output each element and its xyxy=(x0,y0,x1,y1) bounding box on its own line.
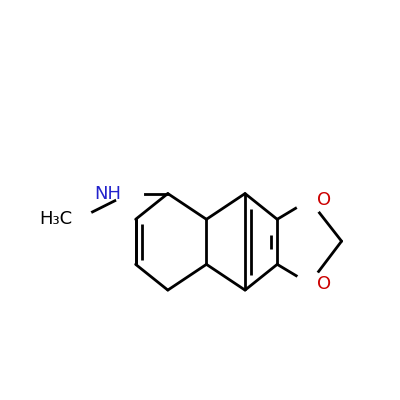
Text: O: O xyxy=(317,191,331,209)
Text: H₃C: H₃C xyxy=(40,210,72,228)
Text: O: O xyxy=(317,275,331,293)
Text: NH: NH xyxy=(94,184,122,202)
